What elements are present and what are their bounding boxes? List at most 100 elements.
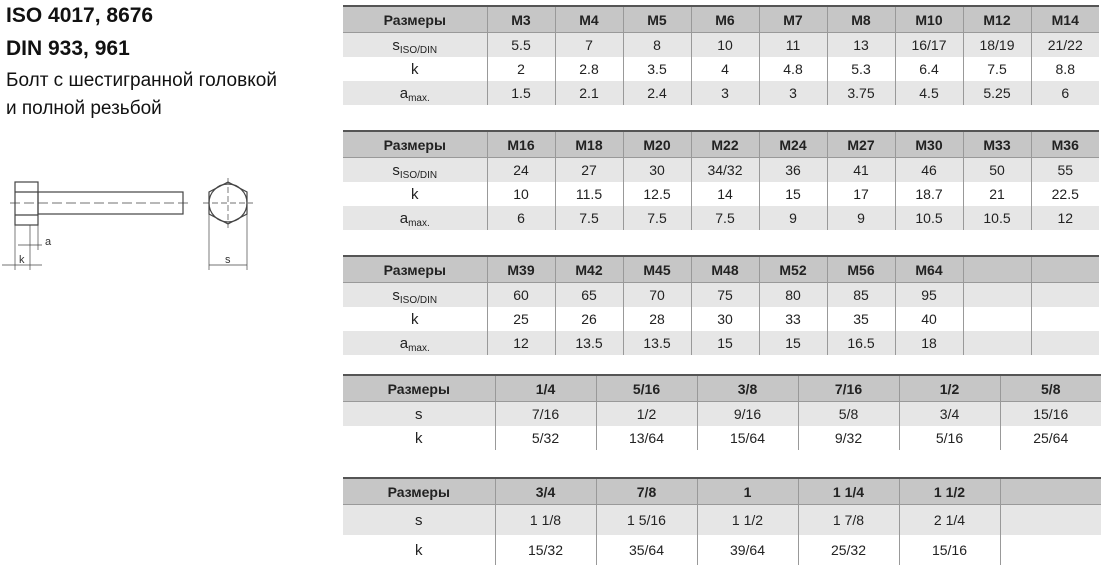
table-cell: 46 xyxy=(894,157,963,182)
table-row: k 5/32 13/64 15/64 9/32 5/16 25/64 xyxy=(343,426,1101,450)
table-cell: 13.5 xyxy=(622,331,691,355)
header-size: 1 1/4 xyxy=(797,477,899,505)
row-label-sub: max. xyxy=(408,342,430,354)
table-cell: 24 xyxy=(486,157,555,182)
table-cell: 9 xyxy=(758,206,827,230)
table-cell: 33 xyxy=(758,307,827,331)
row-label-sub: max. xyxy=(408,217,430,229)
row-label-main: a xyxy=(399,334,409,352)
size-table: Размеры 1/4 5/16 3/8 7/16 1/2 5/8 s 7/16 1/2 9/16 5… xyxy=(343,374,1101,450)
header-size: M22 xyxy=(690,130,759,158)
header-size: M64 xyxy=(894,255,963,283)
table-cell: 21 xyxy=(962,182,1031,206)
table-row: k 25 26 28 30 33 35 40 xyxy=(343,307,1099,331)
table-cell: 55 xyxy=(1030,157,1099,182)
row-label: s xyxy=(343,504,495,535)
header-size: M18 xyxy=(554,130,623,158)
table-cell xyxy=(999,535,1101,565)
header-size: M6 xyxy=(690,5,759,33)
table-cell xyxy=(999,504,1101,535)
header-size: M52 xyxy=(758,255,827,283)
table-row: sISO/DIN 24 27 30 34/32 36 41 46 50 55 xyxy=(343,157,1099,182)
label-s: s xyxy=(225,254,231,266)
table-row: amax. 12 13.5 13.5 15 15 16.5 18 xyxy=(343,331,1099,355)
table-row: s 7/16 1/2 9/16 5/8 3/4 15/16 xyxy=(343,401,1101,426)
table-cell: 16/17 xyxy=(894,32,963,57)
table-row: s 1 1/8 1 5/16 1 1/2 1 7/8 2 1/4 xyxy=(343,504,1101,535)
row-label: amax. xyxy=(343,206,487,230)
size-table: Размеры 3/4 7/8 1 1 1/4 1 1/2 s 1 1/8 1 5/16 1 1/… xyxy=(343,477,1101,565)
table-cell: 13 xyxy=(826,32,895,57)
table-cell xyxy=(962,331,1031,355)
table-cell: 1 7/8 xyxy=(797,504,899,535)
table-cell xyxy=(962,282,1031,307)
header-size: 1/4 xyxy=(494,374,596,402)
table-cell: 2.8 xyxy=(554,57,623,81)
row-label-main: s xyxy=(392,161,400,179)
table-cell: 1 1/8 xyxy=(494,504,596,535)
row-label: k xyxy=(343,307,487,331)
table-cell: 10 xyxy=(486,182,555,206)
table-cell: 35/64 xyxy=(595,535,697,565)
table-cell: 34/32 xyxy=(690,157,759,182)
table-cell: 13/64 xyxy=(595,426,697,450)
row-label: amax. xyxy=(343,81,487,105)
table-cell: 1 5/16 xyxy=(595,504,697,535)
table-cell: 2.1 xyxy=(554,81,623,105)
table-cell: 12 xyxy=(486,331,555,355)
table-cell: 15/16 xyxy=(898,535,1000,565)
table-cell: 5/8 xyxy=(797,401,899,426)
header-label: Размеры xyxy=(343,130,487,158)
header-size: M56 xyxy=(826,255,895,283)
row-label-main: k xyxy=(411,60,419,78)
row-label: amax. xyxy=(343,331,487,355)
table-cell: 18.7 xyxy=(894,182,963,206)
row-label-sub: ISO/DIN xyxy=(399,169,438,181)
header-size: 5/8 xyxy=(999,374,1101,402)
row-label: sISO/DIN xyxy=(343,32,487,57)
row-label-sub: ISO/DIN xyxy=(399,44,438,56)
table-row: sISO/DIN 5.5 7 8 10 11 13 16/17 18/19 21/22 xyxy=(343,32,1099,57)
row-label: k xyxy=(343,535,495,565)
row-label-main: a xyxy=(399,209,409,227)
table-cell: 15/16 xyxy=(999,401,1101,426)
header-size: M36 xyxy=(1030,130,1099,158)
table-row: k 2 2.8 3.5 4 4.8 5.3 6.4 7.5 8.8 xyxy=(343,57,1099,81)
header-size: M42 xyxy=(554,255,623,283)
table-cell: 3/4 xyxy=(898,401,1000,426)
table-cell: 75 xyxy=(690,282,759,307)
table-cell: 15 xyxy=(690,331,759,355)
table-cell: 4.5 xyxy=(894,81,963,105)
table-cell: 8 xyxy=(622,32,691,57)
header-size xyxy=(962,255,1031,283)
header-size xyxy=(1030,255,1099,283)
row-label-main: k xyxy=(411,185,419,203)
header-size: M5 xyxy=(622,5,691,33)
header-size: M45 xyxy=(622,255,691,283)
table-cell xyxy=(1030,282,1099,307)
size-table: Размеры M39 M42 M45 M48 M52 M56 M64 sISO/DIN 60 65… xyxy=(343,255,1099,355)
table-cell: 41 xyxy=(826,157,895,182)
table-cell: 5/16 xyxy=(898,426,1000,450)
table-cell: 60 xyxy=(486,282,555,307)
header-size: M10 xyxy=(894,5,963,33)
table-cell: 7/16 xyxy=(494,401,596,426)
bolt-drawing: a k s xyxy=(2,178,253,270)
table-row: k 10 11.5 12.5 14 15 17 18.7 21 22.5 xyxy=(343,182,1099,206)
header-size: 7/8 xyxy=(595,477,697,505)
table-cell: 95 xyxy=(894,282,963,307)
table-cell: 25/32 xyxy=(797,535,899,565)
table-cell xyxy=(962,307,1031,331)
header-label: Размеры xyxy=(343,255,487,283)
table-cell: 7.5 xyxy=(962,57,1031,81)
table-cell: 26 xyxy=(554,307,623,331)
row-label-main: k xyxy=(415,541,423,559)
table-cell: 16.5 xyxy=(826,331,895,355)
header-size: M24 xyxy=(758,130,827,158)
table-cell: 80 xyxy=(758,282,827,307)
table-cell: 2 xyxy=(486,57,555,81)
header-size: M8 xyxy=(826,5,895,33)
row-label-main: s xyxy=(392,36,400,54)
header-size: M4 xyxy=(554,5,623,33)
header-size: 5/16 xyxy=(595,374,697,402)
